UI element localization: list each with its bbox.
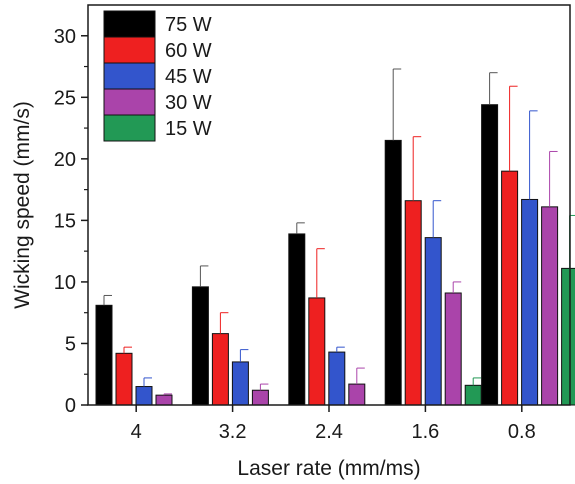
bar-60w-4 <box>115 352 133 406</box>
bar-60w-1.6 <box>404 200 422 406</box>
bar-30w-2.4 <box>348 383 366 406</box>
legend-swatch <box>103 114 156 142</box>
bar-60w-0.8 <box>501 170 519 406</box>
legend-label: 60 W <box>165 40 212 62</box>
bar-45w-0.8 <box>521 198 539 406</box>
y-tick-label: 15 <box>54 210 76 232</box>
x-tick-label: 3.2 <box>219 421 247 443</box>
y-tick-label: 0 <box>65 395 76 417</box>
bar-60w-2.4 <box>308 297 326 406</box>
bar-75w-2.4 <box>288 233 306 406</box>
bar-30w-1.6 <box>444 292 462 406</box>
plot-area <box>95 68 575 406</box>
bar-15w-0.8 <box>561 267 575 406</box>
legend-swatch <box>103 62 156 90</box>
x-axis: 4 3.2 2.4 1.6 0.8 <box>131 405 536 443</box>
bar-60w-3.2 <box>211 333 229 406</box>
bar-75w-1.6 <box>384 139 402 406</box>
y-tick-label: 5 <box>65 333 76 355</box>
bar-15w-1.6 <box>464 384 482 406</box>
x-tick-label: 4 <box>131 421 142 443</box>
legend-label: 75 W <box>165 14 212 36</box>
y-axis: 0 5 10 15 20 25 30 <box>54 26 88 417</box>
bar-45w-1.6 <box>424 237 442 406</box>
bar-75w-4 <box>95 304 113 406</box>
bar-30w-4 <box>155 394 173 406</box>
bar-45w-2.4 <box>328 351 346 406</box>
legend-swatch <box>103 88 156 116</box>
bar-45w-4 <box>135 386 153 406</box>
bar-30w-3.2 <box>251 389 269 406</box>
y-tick-label: 20 <box>54 149 76 171</box>
legend-swatch <box>103 36 156 64</box>
y-tick-label: 25 <box>54 87 76 109</box>
bar-75w-3.2 <box>191 286 209 406</box>
x-axis-title: Laser rate (mm/ms) <box>237 457 420 480</box>
x-tick-label: 0.8 <box>508 421 536 443</box>
legend: 75 W 60 W 45 W 30 W 15 W <box>103 10 212 142</box>
legend-label: 45 W <box>165 66 212 88</box>
x-tick-label: 1.6 <box>411 421 439 443</box>
x-tick-label: 2.4 <box>315 421 343 443</box>
y-tick-label: 30 <box>54 26 76 48</box>
y-tick-label: 10 <box>54 272 76 294</box>
bar-75w-0.8 <box>481 104 499 406</box>
bar-30w-0.8 <box>541 206 559 406</box>
legend-label: 15 W <box>165 118 212 140</box>
y-axis-title: Wicking speed (mm/s) <box>11 101 34 309</box>
bar-45w-3.2 <box>231 361 249 406</box>
legend-swatch <box>103 10 156 38</box>
legend-label: 30 W <box>165 92 212 114</box>
